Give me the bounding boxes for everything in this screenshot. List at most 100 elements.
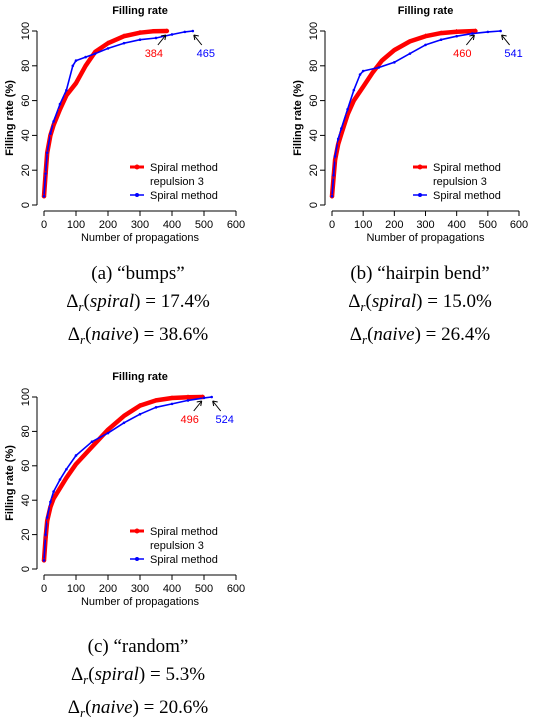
data-point-blue — [106, 431, 110, 435]
x-axis-label: Number of propagations — [81, 596, 200, 608]
data-point-red: + — [345, 110, 350, 120]
data-point-blue — [154, 36, 158, 40]
legend-label-red: repulsion 3 — [150, 540, 204, 552]
x-axis-label: Number of propagations — [366, 232, 485, 244]
data-point-blue — [170, 402, 174, 406]
data-point-blue — [424, 43, 427, 47]
legend-label-blue: Spiral method — [433, 190, 501, 202]
x-tick-label: 200 — [99, 583, 117, 595]
data-point-red: + — [121, 31, 126, 41]
x-tick-label: 400 — [163, 219, 181, 231]
chart-panel-a: Filling rate 0 20 40 60 80 100 0 100 200 300 400 500… — [4, 5, 245, 244]
x-axis-label: Number of propagations — [81, 232, 200, 244]
data-point-blue — [183, 30, 187, 34]
data-point-blue — [74, 454, 78, 457]
annotation-arrowhead-blue — [212, 400, 218, 407]
legend-marker-red — [417, 164, 423, 170]
caption-delta-spiral: Δr(spiral) = 17.4% — [66, 291, 210, 314]
x-tick-label: 500 — [195, 219, 213, 231]
x-tick-label: 0 — [329, 219, 335, 231]
legend-label-red: Spiral method — [150, 526, 218, 538]
data-point-red: + — [336, 139, 341, 149]
data-point-blue — [84, 55, 87, 59]
data-point-blue — [340, 127, 343, 130]
caption-label: (a) “bumps” — [91, 263, 185, 284]
data-point-red: + — [51, 493, 56, 503]
data-point-blue — [408, 52, 412, 55]
data-point-blue — [138, 38, 142, 41]
y-tick-label: 80 — [20, 60, 32, 72]
caption-delta-naive: Δr(naive) = 26.4% — [349, 324, 491, 347]
data-point-red: + — [105, 38, 110, 48]
data-point-red: + — [423, 31, 428, 41]
caption-label: (b) “hairpin bend” — [350, 263, 490, 284]
caption-delta-naive: Δr(naive) = 38.6% — [67, 324, 209, 347]
y-axis-label: Filling rate (%) — [4, 445, 16, 521]
data-point-blue — [45, 151, 49, 155]
data-point-blue — [122, 421, 126, 425]
y-tick-label: 60 — [308, 94, 320, 106]
data-point-blue — [332, 174, 335, 177]
x-tick-label: 300 — [131, 583, 149, 595]
data-point-blue — [330, 195, 334, 198]
data-point-red: + — [164, 26, 169, 36]
data-point-blue — [42, 559, 46, 562]
data-point-red: + — [93, 47, 98, 57]
chart-title: Filling rate — [398, 5, 454, 17]
data-point-blue — [52, 490, 55, 493]
legend-label-blue: Spiral method — [150, 554, 218, 566]
caption-delta-spiral: Δr(spiral) = 15.0% — [348, 291, 492, 314]
series-line-blue — [43, 30, 193, 197]
data-point-red: + — [43, 533, 48, 543]
data-point-blue — [65, 88, 68, 92]
data-point-red: + — [150, 26, 155, 36]
data-point-blue — [486, 30, 490, 34]
legend-marker-blue — [418, 193, 422, 197]
y-tick-label: 0 — [20, 566, 32, 572]
legend-label-red: Spiral method — [150, 162, 218, 174]
y-tick-label: 100 — [20, 388, 32, 406]
data-point-red: + — [407, 36, 412, 46]
data-point-red: + — [51, 120, 56, 130]
annotation-label-blue: 541 — [504, 48, 522, 60]
y-tick-label: 40 — [20, 129, 32, 141]
annotation-arrow-red — [193, 400, 203, 412]
legend-marker-blue — [135, 557, 139, 561]
data-point-red: + — [392, 45, 397, 55]
data-point-blue — [74, 59, 78, 62]
data-point-red: + — [137, 401, 142, 411]
x-tick-label: 600 — [227, 583, 245, 595]
data-point-blue — [393, 61, 396, 64]
data-point-blue — [439, 38, 443, 41]
data-point-blue — [336, 137, 340, 141]
legend-marker-red — [134, 164, 140, 170]
legend-marker-red — [134, 528, 140, 534]
data-point-blue — [106, 47, 110, 50]
caption-bumps: (a) “bumps” Δr(spiral) = 17.4% Δr(naive)… — [8, 260, 268, 354]
annotation-label-red: 460 — [453, 48, 471, 60]
x-tick-label: 100 — [67, 583, 85, 595]
data-point-blue — [71, 64, 75, 68]
annotation-arrow-blue — [212, 400, 222, 412]
data-point-blue — [45, 516, 49, 519]
x-tick-label: 0 — [41, 219, 47, 231]
data-point-red: + — [64, 90, 69, 100]
y-tick-label: 20 — [308, 164, 320, 176]
annotation-arrowhead-red — [160, 34, 167, 41]
y-tick-label: 0 — [308, 202, 320, 208]
data-point-red: + — [57, 483, 62, 493]
data-point-red: + — [361, 82, 366, 92]
caption-delta-naive: Δr(naive) = 20.6% — [67, 697, 209, 720]
x-tick-label: 500 — [195, 583, 213, 595]
chart-title: Filling rate — [112, 5, 168, 17]
caption-delta-spiral: Δr(spiral) = 5.3% — [70, 664, 206, 687]
y-tick-label: 40 — [308, 129, 320, 141]
data-point-blue — [49, 132, 52, 135]
data-point-blue — [186, 399, 190, 402]
legend-label-red: repulsion 3 — [433, 176, 487, 188]
data-point-red: + — [73, 459, 78, 469]
chart-panel-c: Filling rate 0 20 40 60 80 100 0 100 200 300 400 500… — [4, 371, 245, 608]
annotation-label-blue: 465 — [197, 48, 215, 60]
data-point-red: + — [83, 61, 88, 71]
